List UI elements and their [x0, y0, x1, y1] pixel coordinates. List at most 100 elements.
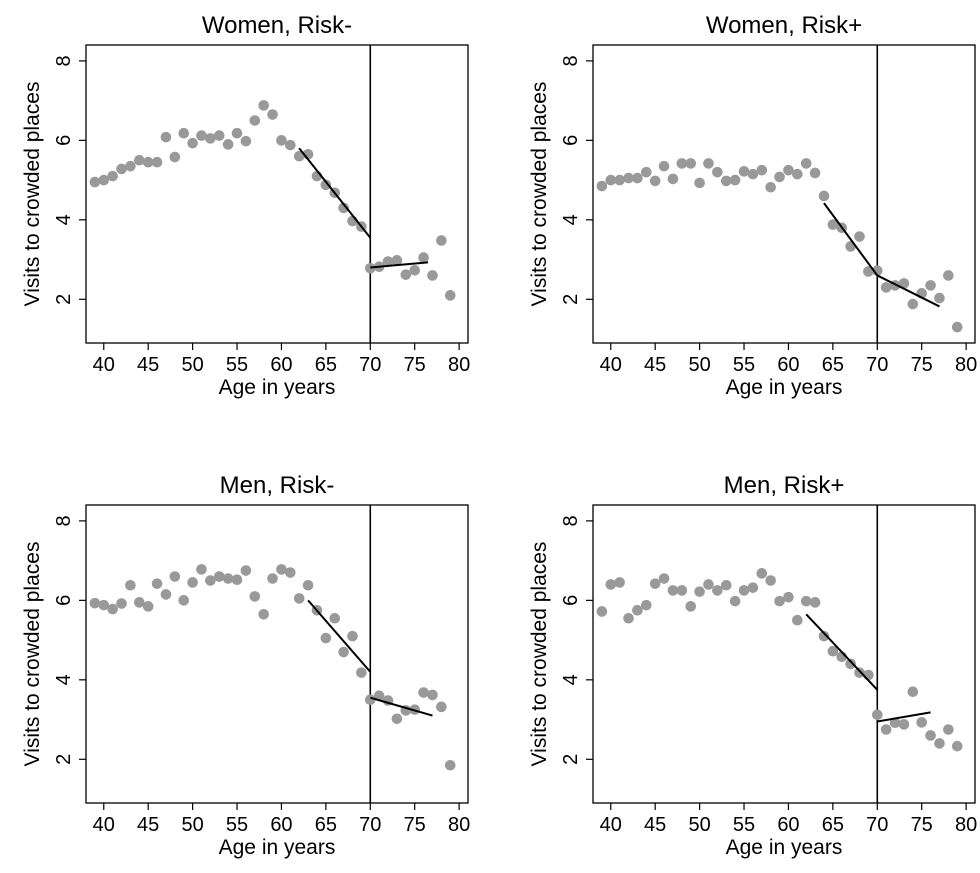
data-point [925, 280, 936, 291]
data-point [187, 577, 198, 588]
data-point [222, 139, 234, 150]
data-point [125, 160, 136, 172]
data-point [632, 604, 643, 616]
data-point [400, 269, 412, 280]
data-point [605, 579, 617, 590]
x-tick-label: 75 [404, 814, 426, 836]
data-point [916, 717, 927, 728]
data-point [774, 595, 785, 607]
data-point [934, 738, 945, 749]
data-point [258, 608, 269, 620]
data-point [160, 589, 172, 600]
data-point [382, 256, 394, 267]
x-tick-label: 80 [448, 354, 470, 376]
x-tick-label: 80 [955, 814, 977, 836]
x-tick-label: 55 [733, 354, 755, 376]
fit-line [876, 274, 940, 308]
data-point [391, 713, 403, 725]
data-point [329, 612, 341, 624]
data-point [747, 168, 759, 180]
x-tick-label: 50 [181, 814, 203, 836]
data-point [720, 175, 732, 187]
data-point [694, 586, 705, 597]
x-tick-label: 40 [600, 354, 622, 376]
x-tick-label: 45 [137, 814, 159, 836]
data-point [596, 180, 608, 192]
data-point [649, 578, 661, 589]
data-point [116, 598, 127, 609]
x-tick-label: 75 [911, 814, 933, 836]
data-point [641, 166, 652, 178]
x-tick-label: 55 [733, 814, 755, 836]
data-point [676, 585, 688, 596]
data-point [240, 135, 252, 147]
data-point [427, 689, 438, 701]
y-tick-label: 4 [560, 674, 582, 685]
y-tick-label: 6 [53, 135, 75, 146]
data-point [107, 603, 118, 615]
data-point [800, 595, 812, 607]
chart-title: Women, Risk- [202, 12, 352, 39]
data-point [178, 127, 190, 139]
data-point [943, 724, 954, 735]
y-tick-label: 4 [53, 674, 75, 685]
data-point [880, 282, 892, 293]
data-point [293, 593, 305, 604]
y-axis-label: Visits to crowded places [528, 82, 551, 307]
fit-line [877, 711, 931, 723]
x-axis-label: Age in years [726, 376, 843, 399]
data-point [436, 235, 447, 246]
data-point [169, 151, 181, 163]
data-point [427, 270, 438, 281]
data-point [800, 158, 812, 169]
data-point [658, 573, 670, 584]
plot-frame [592, 504, 976, 804]
x-tick-label: 75 [911, 354, 933, 376]
data-point [934, 292, 945, 304]
y-tick-label: 8 [560, 515, 582, 526]
data-point [871, 709, 883, 721]
data-point [249, 115, 261, 126]
data-point [364, 263, 376, 274]
data-point [792, 614, 803, 626]
data-point [276, 564, 287, 575]
data-point [160, 131, 172, 143]
x-tick-label: 45 [644, 354, 666, 376]
y-tick-label: 2 [560, 294, 582, 305]
data-point [293, 150, 305, 162]
x-tick-label: 65 [315, 354, 337, 376]
data-point [178, 595, 190, 606]
data-point [792, 168, 803, 180]
y-tick-label: 2 [53, 294, 75, 305]
data-point [827, 219, 839, 230]
plot-frame [592, 44, 976, 344]
y-tick-label: 6 [560, 135, 582, 146]
data-point [320, 632, 332, 644]
x-tick-label: 40 [600, 814, 622, 836]
data-point [898, 278, 910, 289]
data-point [880, 724, 892, 735]
x-tick-label: 80 [448, 814, 470, 836]
data-point [151, 578, 163, 589]
data-point [605, 174, 617, 186]
data-point [134, 597, 145, 608]
x-tick-label: 70 [359, 814, 381, 836]
data-point [373, 690, 385, 702]
y-axis-label: Visits to crowded places [21, 542, 44, 767]
data-point [765, 575, 776, 586]
data-point [418, 252, 429, 263]
data-point [285, 139, 296, 151]
chart-title: Men, Risk+ [724, 472, 845, 499]
x-axis-label: Age in years [219, 376, 336, 399]
data-point [364, 694, 376, 705]
fit-line [370, 261, 429, 269]
data-point [854, 667, 865, 678]
fit-line [805, 613, 879, 691]
data-point [809, 597, 821, 608]
fit-line [370, 696, 433, 717]
x-tick-label: 50 [688, 354, 710, 376]
data-point [632, 172, 643, 184]
data-point [347, 630, 358, 642]
data-point [641, 599, 652, 611]
data-point [614, 174, 625, 186]
